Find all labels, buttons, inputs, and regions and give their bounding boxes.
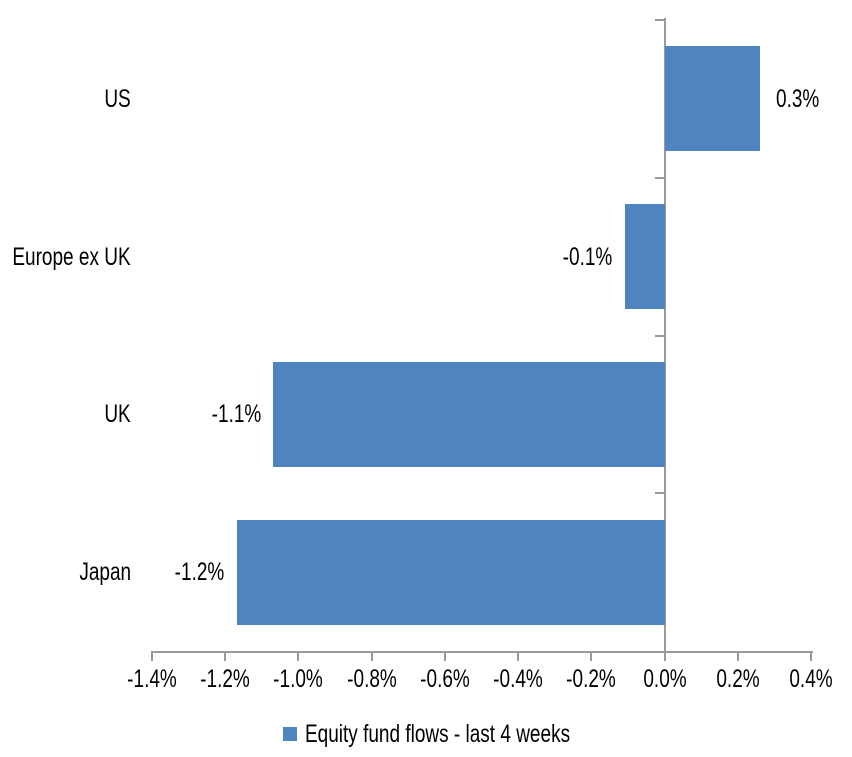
x-axis-tick [297, 651, 300, 661]
data-label-us: 0.3% [776, 84, 820, 113]
legend: Equity fund flows - last 4 weeks [283, 720, 654, 748]
x-axis-tick-label: -0.8% [346, 665, 397, 693]
x-axis-tick [810, 651, 812, 661]
category-label-us: US [104, 84, 131, 113]
x-axis-tick [443, 651, 446, 661]
bar-uk [273, 361, 665, 467]
x-axis-tick-label: 0.0% [642, 665, 687, 693]
legend-label: Equity fund flows - last 4 weeks [305, 720, 571, 748]
x-axis-tick [517, 651, 520, 661]
x-axis-tick [224, 651, 227, 661]
x-axis-tick [736, 651, 739, 661]
x-axis-tick-label: -1.4% [127, 665, 177, 693]
x-axis-tick-label: -1.0% [273, 665, 324, 693]
data-label-uk: -1.1% [211, 400, 262, 429]
category-axis-tick [655, 176, 665, 179]
zero-axis-line [664, 18, 666, 661]
x-axis-tick [590, 651, 593, 661]
bar-japan [236, 519, 665, 625]
data-label-europe-ex-uk: -0.1% [563, 242, 613, 271]
bar-us [665, 46, 761, 152]
x-axis-tick-label: 0.4% [789, 665, 833, 693]
category-label-europe-ex-uk: Europe ex UK [12, 242, 131, 271]
category-axis-tick [655, 19, 665, 21]
x-axis-tick-label: -0.2% [566, 665, 617, 693]
x-axis-tick [151, 651, 153, 661]
data-label-japan: -1.2% [175, 558, 225, 587]
x-axis-tick-label: -0.4% [493, 665, 543, 693]
category-axis-tick [655, 492, 665, 495]
category-label-japan: Japan [79, 558, 131, 587]
x-axis-tick-label: -0.6% [420, 665, 470, 693]
x-axis-tick-label: 0.2% [716, 665, 760, 693]
legend-swatch [283, 727, 297, 741]
x-axis-line [152, 651, 813, 653]
x-axis-tick-label: -1.2% [200, 665, 251, 693]
x-axis-tick [370, 651, 373, 661]
category-axis-tick [655, 334, 665, 337]
bar-europe-ex-uk [624, 204, 665, 310]
category-label-uk: UK [104, 400, 131, 429]
